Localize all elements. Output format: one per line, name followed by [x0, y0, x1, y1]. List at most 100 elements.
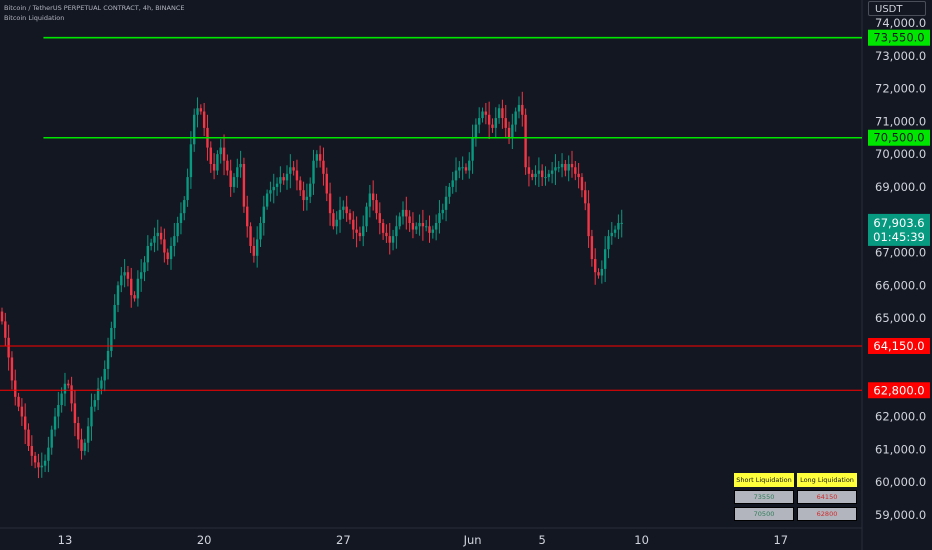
x-tick-label: 17 — [773, 533, 788, 547]
candle-body — [120, 275, 123, 286]
candle-body — [14, 380, 17, 397]
short-level-tag — [868, 129, 930, 146]
candle-body — [574, 167, 577, 174]
long-level-tag — [868, 337, 930, 354]
candle-body — [428, 226, 431, 233]
candle-body — [365, 206, 368, 227]
candle-body — [603, 249, 607, 269]
candle-body — [126, 272, 130, 279]
short-liquidation-value: 73550 — [734, 490, 794, 504]
candle-body — [269, 190, 272, 194]
candle-body — [590, 236, 594, 260]
candle-body — [580, 177, 584, 191]
candle-body — [451, 180, 454, 187]
candle-body — [478, 118, 481, 125]
candle-body — [352, 219, 355, 230]
candle-body — [318, 154, 322, 161]
short-liquidation-value: 70500 — [734, 507, 794, 521]
last-price-label: 67,903.6 — [873, 216, 924, 230]
candle-body — [607, 236, 610, 250]
candle-body — [73, 403, 77, 424]
candle-body — [252, 245, 256, 256]
candle-body — [23, 416, 27, 430]
candle-body — [557, 167, 560, 169]
candle-body — [110, 327, 113, 351]
candle-body — [196, 108, 199, 115]
candle-body — [474, 124, 478, 138]
candle-body — [348, 213, 352, 220]
candle-body — [335, 219, 338, 227]
candle-body — [0, 311, 4, 322]
candle-body — [531, 173, 534, 178]
y-tick-label: 69,000.0 — [875, 180, 926, 194]
candle-body — [27, 429, 30, 447]
candle-body — [37, 462, 40, 468]
candle-body — [239, 163, 242, 168]
candle-body — [202, 111, 206, 128]
candle-body — [577, 173, 580, 178]
long-level-label: 64,150.0 — [873, 339, 924, 353]
candle-body — [494, 118, 497, 128]
candle-body — [149, 242, 153, 246]
y-tick-label: 65,000.0 — [875, 311, 926, 325]
candle-body — [47, 447, 50, 461]
candle-body — [292, 167, 295, 171]
candle-body — [262, 206, 266, 224]
candle-body — [534, 173, 537, 178]
candle-body — [381, 223, 385, 233]
candle-body — [96, 388, 100, 401]
candle-body — [57, 405, 60, 417]
candle-body — [620, 222, 623, 224]
currency-selector[interactable]: USDT — [868, 1, 926, 16]
candle-body — [504, 118, 507, 128]
candle-body — [484, 111, 488, 115]
candle-body — [173, 236, 176, 246]
candle-body — [491, 124, 494, 128]
candle-body — [328, 193, 332, 214]
candle-body — [514, 111, 517, 125]
candle-body — [438, 213, 441, 224]
candle-body — [249, 226, 252, 246]
candle-body — [93, 400, 96, 407]
y-tick-label: 71,000.0 — [875, 114, 926, 128]
candle-body — [176, 223, 179, 237]
candle-body — [193, 114, 196, 145]
candle-body — [183, 200, 186, 214]
candle-body — [309, 183, 312, 197]
symbol-title: Bitcoin / TetherUS PERPETUAL CONTRACT, 4… — [4, 4, 185, 12]
candle-body — [418, 223, 421, 227]
short-level-label: 70,500.0 — [873, 131, 924, 145]
candle-body — [232, 177, 236, 187]
y-tick-label: 73,000.0 — [875, 49, 926, 63]
candle-body — [199, 108, 203, 112]
candle-body — [133, 295, 136, 299]
candle-body — [468, 160, 471, 171]
candle-body — [401, 209, 405, 217]
candle-body — [312, 160, 315, 184]
candle-body — [123, 272, 126, 276]
candle-body — [487, 114, 491, 125]
candle-body — [279, 177, 282, 184]
candle-body — [597, 272, 600, 276]
long-liquidation-header: Long Liquidation — [797, 473, 857, 487]
candle-body — [275, 183, 279, 187]
candle-body — [507, 127, 511, 138]
candle-body — [265, 193, 269, 207]
candle-body — [179, 213, 183, 224]
candle-body — [295, 170, 299, 181]
candle-body — [103, 368, 106, 381]
candle-body — [544, 177, 547, 179]
candle-body — [584, 190, 587, 204]
candle-body — [424, 226, 428, 228]
candle-body — [242, 163, 246, 207]
candle-body — [116, 285, 120, 305]
candle-body — [345, 206, 348, 214]
candle-body — [63, 383, 67, 394]
candle-body — [30, 446, 34, 456]
candle-body — [441, 209, 444, 214]
candle-body — [222, 147, 226, 161]
candle-body — [302, 190, 305, 201]
candle-body — [50, 429, 53, 448]
candle-body — [80, 439, 83, 451]
